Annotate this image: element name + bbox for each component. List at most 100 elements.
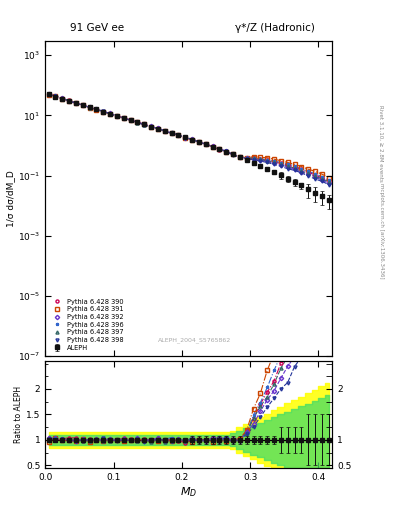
Pythia 6.428 391 (149, 123, 153, 130)
Pythia 6.428 397 (81, 102, 85, 109)
Pythia 6.428 391 (156, 126, 160, 132)
Pythia 6.428 391 (162, 128, 167, 134)
Pythia 6.428 397 (135, 120, 140, 126)
Pythia 6.428 392 (183, 135, 187, 141)
Pythia 6.428 392 (101, 109, 106, 115)
Pythia 6.428 390 (224, 148, 229, 155)
Pythia 6.428 397 (237, 154, 242, 160)
Pythia 6.428 390 (244, 155, 249, 161)
Pythia 6.428 390 (196, 139, 201, 145)
Pythia 6.428 391 (60, 96, 64, 102)
Pythia 6.428 398 (196, 139, 201, 145)
Pythia 6.428 398 (320, 178, 324, 184)
Pythia 6.428 398 (237, 154, 242, 160)
Pythia 6.428 391 (279, 158, 283, 164)
Pythia 6.428 398 (272, 161, 276, 167)
Pythia 6.428 390 (94, 106, 99, 113)
Pythia 6.428 391 (272, 156, 276, 162)
Pythia 6.428 397 (251, 155, 256, 161)
Pythia 6.428 391 (135, 119, 140, 125)
Pythia 6.428 391 (73, 100, 78, 106)
Pythia 6.428 397 (244, 155, 249, 161)
Pythia 6.428 397 (94, 106, 99, 112)
Pythia 6.428 390 (156, 125, 160, 132)
Pythia 6.428 396 (231, 152, 235, 158)
Pythia 6.428 396 (292, 163, 297, 169)
Pythia 6.428 392 (210, 143, 215, 149)
X-axis label: $M_D$: $M_D$ (180, 485, 197, 499)
Pythia 6.428 392 (320, 177, 324, 183)
Pythia 6.428 398 (299, 170, 304, 176)
Pythia 6.428 391 (128, 117, 133, 123)
Pythia 6.428 396 (190, 136, 195, 142)
Pythia 6.428 396 (53, 93, 58, 99)
Pythia 6.428 397 (121, 115, 126, 121)
Pythia 6.428 390 (183, 135, 187, 141)
Pythia 6.428 390 (81, 102, 85, 109)
Pythia 6.428 391 (231, 152, 235, 158)
Pythia 6.428 390 (142, 121, 147, 127)
Pythia 6.428 391 (265, 155, 270, 161)
Pythia 6.428 397 (60, 95, 64, 101)
Pythia 6.428 390 (306, 169, 310, 175)
Pythia 6.428 396 (81, 102, 85, 108)
Pythia 6.428 391 (210, 144, 215, 150)
Pythia 6.428 398 (292, 167, 297, 174)
Pythia 6.428 392 (224, 148, 229, 154)
Pythia 6.428 397 (285, 163, 290, 169)
Pythia 6.428 390 (121, 115, 126, 121)
Pythia 6.428 391 (53, 93, 58, 99)
Pythia 6.428 392 (156, 125, 160, 131)
Pythia 6.428 398 (135, 119, 140, 125)
Pythia 6.428 390 (87, 104, 92, 110)
Pythia 6.428 398 (176, 132, 181, 138)
Pythia 6.428 396 (60, 95, 64, 101)
Pythia 6.428 390 (190, 136, 195, 142)
Pythia 6.428 391 (142, 121, 147, 127)
Text: ALEPH_2004_S5765862: ALEPH_2004_S5765862 (158, 337, 231, 343)
Pythia 6.428 397 (272, 159, 276, 165)
Pythia 6.428 397 (73, 100, 78, 106)
Pythia 6.428 397 (169, 130, 174, 136)
Pythia 6.428 390 (108, 111, 112, 117)
Pythia 6.428 398 (94, 106, 99, 113)
Pythia 6.428 398 (81, 102, 85, 109)
Pythia 6.428 396 (87, 104, 92, 111)
Pythia 6.428 396 (203, 141, 208, 147)
Pythia 6.428 391 (121, 115, 126, 121)
Y-axis label: Ratio to ALEPH: Ratio to ALEPH (14, 386, 23, 443)
Pythia 6.428 392 (67, 98, 72, 104)
Pythia 6.428 390 (237, 154, 242, 160)
Pythia 6.428 396 (251, 155, 256, 161)
Pythia 6.428 392 (73, 100, 78, 106)
Pythia 6.428 392 (176, 132, 181, 138)
Pythia 6.428 398 (190, 137, 195, 143)
Pythia 6.428 392 (87, 104, 92, 111)
Pythia 6.428 391 (183, 135, 187, 141)
Pythia 6.428 392 (272, 160, 276, 166)
Pythia 6.428 396 (142, 122, 147, 128)
Pythia 6.428 396 (217, 145, 222, 152)
Line: Pythia 6.428 398: Pythia 6.428 398 (47, 93, 330, 186)
Pythia 6.428 397 (46, 91, 51, 97)
Pythia 6.428 397 (326, 179, 331, 185)
Pythia 6.428 396 (101, 109, 106, 115)
Pythia 6.428 397 (258, 156, 263, 162)
Pythia 6.428 398 (313, 176, 318, 182)
Pythia 6.428 396 (196, 139, 201, 145)
Pythia 6.428 392 (115, 113, 119, 119)
Pythia 6.428 398 (128, 117, 133, 123)
Pythia 6.428 397 (108, 111, 112, 117)
Pythia 6.428 391 (313, 168, 318, 175)
Pythia 6.428 390 (265, 157, 270, 163)
Pythia 6.428 391 (292, 161, 297, 167)
Pythia 6.428 391 (46, 92, 51, 98)
Pythia 6.428 396 (326, 177, 331, 183)
Pythia 6.428 396 (128, 117, 133, 123)
Pythia 6.428 391 (94, 106, 99, 113)
Pythia 6.428 396 (73, 100, 78, 106)
Pythia 6.428 391 (306, 166, 310, 173)
Pythia 6.428 398 (156, 125, 160, 132)
Pythia 6.428 392 (81, 102, 85, 108)
Pythia 6.428 390 (101, 109, 106, 115)
